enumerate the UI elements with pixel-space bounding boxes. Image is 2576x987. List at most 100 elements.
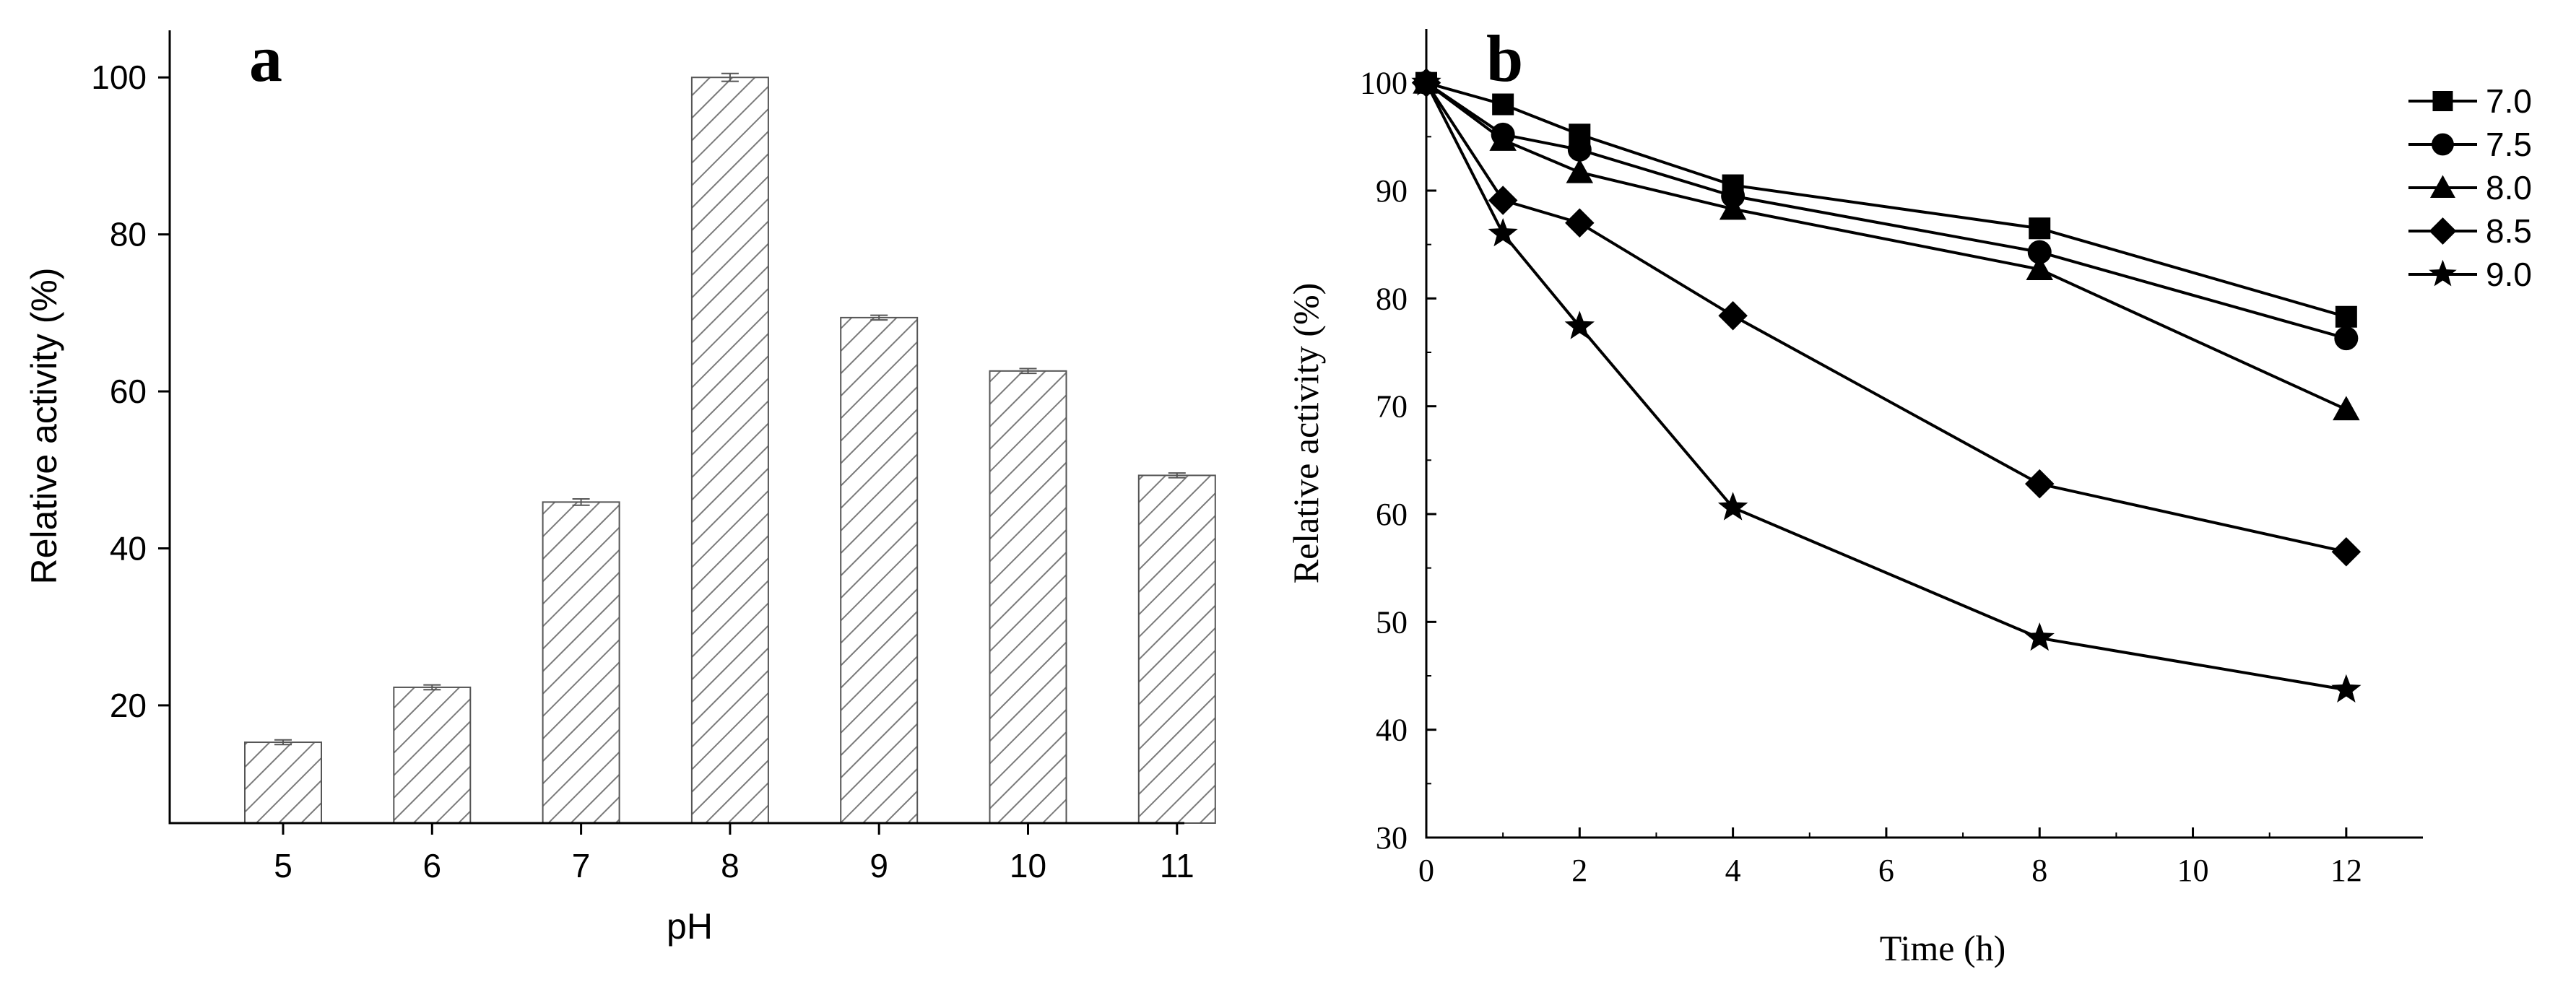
- data-point-9.0-t2: [1564, 310, 1595, 339]
- series-line-7.0: [1426, 81, 2347, 318]
- x-tick-label: 10: [1010, 847, 1046, 884]
- data-point-8.5-t1: [1488, 186, 1518, 215]
- x-tick-label: 11: [1160, 847, 1194, 884]
- data-point-7.0-t1: [1492, 93, 1514, 116]
- legend-label: 9.0: [2486, 256, 2532, 293]
- legend-marker-square: [2432, 91, 2453, 111]
- legend-item-7.0: 7.0: [2408, 82, 2532, 120]
- error-bar-ph-11: [1168, 472, 1186, 479]
- series-line-7.5: [1425, 82, 2347, 340]
- error-bar-ph-6: [423, 684, 441, 691]
- panel-b-line-chart: b 30 40 50 60 70 80 90 100 0 2 4 6 8 10 12 7.0 7.5 8.0 8…: [1285, 22, 2532, 968]
- y-tick-label: 70: [1376, 389, 1408, 425]
- panel-b-y-axis-label: Relative activity (%): [1285, 283, 1326, 584]
- error-bar-ph-8: [721, 72, 739, 82]
- x-tick-label: 9: [869, 847, 888, 884]
- legend-label: 7.5: [2486, 126, 2532, 163]
- bar-ph-5: [244, 742, 322, 825]
- x-tick-label: 12: [2330, 853, 2362, 888]
- bar-ph-9: [840, 316, 919, 824]
- x-tick-label: 6: [1878, 853, 1894, 888]
- data-point-8.5-t8: [2024, 469, 2055, 499]
- bar-ph-11: [1137, 474, 1216, 824]
- y-tick-label: 40: [1376, 713, 1408, 748]
- data-point-7.5-t2: [1567, 137, 1592, 162]
- panel-a-x-axis-label: pH: [667, 906, 713, 947]
- legend-item-8.5: 8.5: [2408, 212, 2532, 250]
- panel-a-axes: [168, 30, 1184, 825]
- x-tick-label: 8: [2031, 853, 2047, 888]
- y-tick-label: 30: [1376, 820, 1408, 856]
- y-tick-label: 50: [1376, 604, 1408, 640]
- legend-label: 8.0: [2486, 169, 2532, 206]
- legend-marker-star: [2429, 259, 2457, 287]
- panel-a-bars: [244, 77, 1216, 825]
- data-point-9.0-t12: [2331, 674, 2362, 703]
- panel-b-x-ticks: 0 2 4 6 8 10 12: [1418, 827, 2362, 888]
- legend-marker-circle: [2432, 133, 2454, 156]
- bar-ph-6: [393, 686, 472, 825]
- y-tick-label: 40: [110, 530, 147, 568]
- data-point-8.5-t2: [1565, 208, 1595, 238]
- panel-a-y-ticks: 20 40 60 80 100: [91, 58, 170, 724]
- legend-label: 8.5: [2486, 212, 2532, 250]
- x-tick-label: 8: [721, 847, 740, 884]
- x-tick-label: 0: [1418, 853, 1434, 888]
- error-bar-ph-7: [572, 498, 590, 506]
- panel-a-y-axis-label: Relative activity (%): [24, 268, 64, 585]
- data-point-8.0-t4: [1719, 195, 1747, 220]
- series-8.0: [1413, 69, 2360, 421]
- data-point-9.0-t4: [1717, 492, 1748, 521]
- data-point-7.0-t8: [2029, 217, 2051, 240]
- data-point-7.0-t12: [2335, 305, 2357, 328]
- data-point-8.0-t2: [1566, 158, 1594, 183]
- data-point-8.0-t1: [1489, 126, 1517, 151]
- error-bar-ph-10: [1019, 368, 1037, 375]
- legend-marker-diamond: [2429, 217, 2457, 245]
- panel-b-legend: 7.0 7.5 8.0 8.5 9.0: [2408, 82, 2532, 293]
- y-tick-label: 100: [1360, 66, 1408, 101]
- bar-ph-8: [690, 77, 769, 824]
- y-tick-label: 60: [1376, 497, 1408, 532]
- series-7.0: [1415, 71, 2357, 328]
- data-point-9.0-t1: [1488, 218, 1518, 247]
- y-tick-label: 80: [1376, 281, 1408, 316]
- y-tick-label: 80: [110, 216, 147, 253]
- panel-a-label: a: [249, 22, 282, 95]
- data-point-8.5-t12: [2331, 537, 2362, 567]
- data-point-8.5-t4: [1718, 300, 1748, 331]
- legend-item-7.5: 7.5: [2408, 126, 2532, 163]
- panel-b-label: b: [1486, 22, 1523, 95]
- panel-b-series: [1411, 66, 2362, 703]
- panel-b-y-ticks: 30 40 50 60 70 80 90 100: [1360, 66, 1436, 856]
- y-tick-label: 90: [1376, 173, 1408, 209]
- panel-a-error-bars: [274, 72, 1186, 746]
- panel-b-x-axis-label: Time (h): [1880, 928, 2006, 968]
- x-tick-label: 6: [423, 847, 442, 884]
- panel-a-x-ticks: 5 6 7 8 9 10 11: [274, 823, 1194, 884]
- bar-ph-10: [989, 370, 1067, 824]
- data-point-9.0-t0: [1411, 66, 1441, 96]
- series-line-9.0: [1425, 82, 2347, 692]
- y-tick-label: 100: [91, 58, 147, 96]
- series-line-8.5: [1425, 82, 2347, 554]
- legend-label: 7.0: [2486, 82, 2532, 120]
- x-tick-label: 4: [1725, 853, 1741, 888]
- series-8.5: [1411, 68, 2362, 567]
- series-line-8.0: [1425, 82, 2347, 411]
- x-tick-label: 5: [274, 847, 292, 884]
- error-bar-ph-5: [274, 739, 292, 746]
- panel-a-bar-chart: a 20 40 60 80 100 5 6 7 8 9 10 11 pH Relative acti…: [24, 22, 1216, 947]
- x-tick-label: 10: [2177, 853, 2209, 888]
- legend-item-9.0: 9.0: [2408, 256, 2532, 293]
- error-bar-ph-9: [870, 314, 888, 321]
- data-point-7.5-t12: [2334, 326, 2359, 351]
- data-point-8.0-t12: [2333, 396, 2360, 421]
- bar-ph-7: [542, 501, 620, 825]
- legend-marker-triangle: [2430, 175, 2455, 198]
- legend-item-8.0: 8.0: [2408, 169, 2532, 206]
- y-tick-label: 20: [110, 687, 147, 724]
- y-tick-label: 60: [110, 373, 147, 410]
- data-point-9.0-t8: [2024, 622, 2055, 651]
